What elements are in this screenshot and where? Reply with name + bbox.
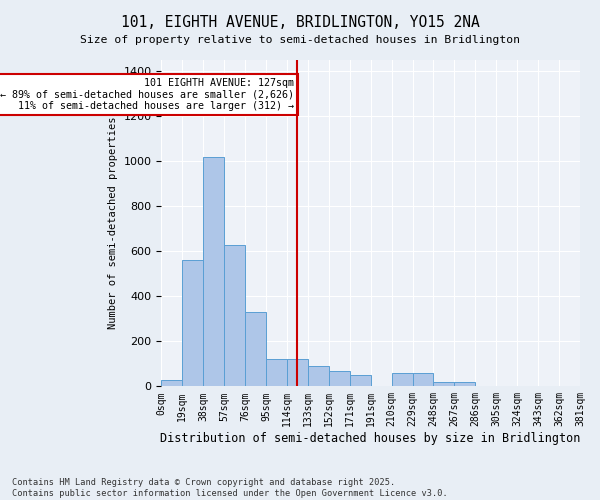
Bar (308, 366, 329, 386)
Bar (182, 260, 203, 386)
Text: 101 EIGHTH AVENUE: 127sqm
← 89% of semi-detached houses are smaller (2,626)
11% : 101 EIGHTH AVENUE: 127sqm ← 89% of semi-… (0, 78, 294, 111)
Bar (433, 382, 454, 386)
X-axis label: Distribution of semi-detached houses by size in Bridlington: Distribution of semi-detached houses by … (160, 432, 581, 445)
Bar (266, 360, 287, 386)
Bar (454, 382, 475, 386)
Y-axis label: Number of semi-detached properties: Number of semi-detached properties (108, 117, 118, 330)
Bar (245, 312, 266, 386)
Bar (350, 375, 371, 386)
Text: Contains HM Land Registry data © Crown copyright and database right 2025.
Contai: Contains HM Land Registry data © Crown c… (12, 478, 448, 498)
Bar (287, 360, 308, 386)
Bar (392, 373, 413, 386)
Bar (413, 373, 433, 386)
Bar (224, 244, 245, 386)
Bar (203, 157, 224, 386)
Bar (329, 370, 350, 386)
Bar (161, 380, 182, 386)
Text: Size of property relative to semi-detached houses in Bridlington: Size of property relative to semi-detach… (80, 35, 520, 45)
Text: 101, EIGHTH AVENUE, BRIDLINGTON, YO15 2NA: 101, EIGHTH AVENUE, BRIDLINGTON, YO15 2N… (121, 15, 479, 30)
